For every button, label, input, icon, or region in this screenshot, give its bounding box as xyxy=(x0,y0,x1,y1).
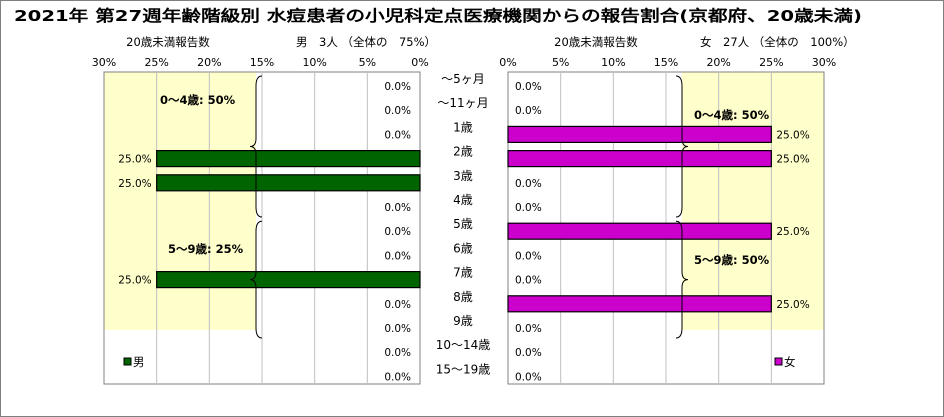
female-annotation-1: 5～9歳: 50% xyxy=(694,253,770,267)
female-value-label-4: 0.0% xyxy=(515,178,542,190)
age-group-labels: ～5ヶ月 ～11ヶ月 1歳 2歳 3歳 4歳 5歳 6歳 7歳 8歳 9歳 10～14歳 15～19歳 xyxy=(436,72,491,376)
male-value-label-9: 0.0% xyxy=(384,299,411,311)
female-tick-label: 5% xyxy=(552,56,569,69)
female-header: 女 27人 （全体の 100%） xyxy=(700,35,855,49)
female-panel: 0% 5% 10% 15% 20% 25% 30% 0.0% 0.0% 25.0% 25.0% 0.0… xyxy=(499,56,836,385)
age-label-4: 3歳 xyxy=(453,169,473,183)
male-brace-0 xyxy=(249,75,263,218)
female-value-label-10: 0.0% xyxy=(515,323,542,335)
female-legend-swatch xyxy=(774,357,783,366)
female-bar-6 xyxy=(507,222,772,240)
male-tick-label: 5% xyxy=(359,56,376,69)
female-annotation-0: 0～4歳: 50% xyxy=(694,108,770,122)
age-label-7: 6歳 xyxy=(453,241,473,255)
age-label-12: 15～19歳 xyxy=(436,362,491,376)
age-label-6: 5歳 xyxy=(453,217,473,231)
female-value-label-12: 0.0% xyxy=(515,371,542,383)
male-legend-label: 男 xyxy=(133,355,145,369)
male-value-label-11: 0.0% xyxy=(384,347,411,359)
male-panel: 30% 25% 20% 15% 10% 5% 0%0.0%0.0%0.0%25.0%25.0… xyxy=(92,56,429,385)
male-value-label-5: 0.0% xyxy=(384,202,411,214)
male-value-label-2: 0.0% xyxy=(384,129,411,141)
male-bar-4 xyxy=(156,174,421,192)
female-value-label-7: 0.0% xyxy=(515,250,542,262)
female-value-label-1: 0.0% xyxy=(515,105,542,117)
chart-title: 2021年 第27週年齢階級別 水痘患者の小児科定点医療機関からの報告割合(京都… xyxy=(14,6,862,25)
age-label-11: 10～14歳 xyxy=(436,338,491,352)
age-label-1: ～11ヶ月 xyxy=(437,96,488,110)
male-value-label-6: 0.0% xyxy=(384,226,411,238)
male-annotation-1: 5～9歳: 25% xyxy=(168,242,244,256)
male-annotation-0: 0～4歳: 50% xyxy=(160,93,236,107)
female-brace-0 xyxy=(675,75,689,218)
male-tick-label: 0% xyxy=(411,56,428,69)
female-value-label-8: 0.0% xyxy=(515,275,542,287)
age-label-8: 7歳 xyxy=(453,266,473,280)
age-label-9: 8歳 xyxy=(453,290,473,304)
male-axis-caption: 20歳未満報告数 xyxy=(126,35,210,49)
female-legend-label: 女 xyxy=(784,355,796,369)
male-highlight-band xyxy=(104,72,256,330)
male-brace-1 xyxy=(249,220,263,339)
female-highlight-band xyxy=(682,72,824,330)
age-label-3: 2歳 xyxy=(453,145,473,159)
male-tick-label: 15% xyxy=(250,56,274,69)
male-header: 男 3人 （全体の 75%） xyxy=(296,35,436,49)
male-value-label-1: 0.0% xyxy=(384,105,411,117)
female-value-label-6: 25.0% xyxy=(776,226,809,238)
female-tick-label: 10% xyxy=(601,56,625,69)
male-tick-label: 30% xyxy=(92,56,116,69)
female-value-label-5: 0.0% xyxy=(515,202,542,214)
male-value-label-12: 0.0% xyxy=(384,371,411,383)
male-value-label-10: 0.0% xyxy=(384,323,411,335)
female-tick-label: 0% xyxy=(499,56,516,69)
age-label-0: ～5ヶ月 xyxy=(441,72,485,86)
age-label-5: 4歳 xyxy=(453,193,473,207)
male-value-label-3: 25.0% xyxy=(118,154,151,166)
male-value-label-8: 25.0% xyxy=(118,275,151,287)
female-tick-label: 15% xyxy=(654,56,678,69)
male-bar-8 xyxy=(156,271,421,289)
female-value-label-9: 25.0% xyxy=(776,299,809,311)
female-bar-9 xyxy=(507,295,772,313)
female-value-label-0: 0.0% xyxy=(515,81,542,93)
female-value-label-3: 25.0% xyxy=(776,154,809,166)
female-tick-label: 20% xyxy=(706,56,730,69)
male-bar-3 xyxy=(156,150,421,168)
male-value-label-4: 25.0% xyxy=(118,178,151,190)
female-bar-3 xyxy=(507,150,772,168)
male-value-label-0: 0.0% xyxy=(384,81,411,93)
male-legend-swatch xyxy=(123,357,132,366)
female-brace-1 xyxy=(675,220,689,339)
female-bar-2 xyxy=(507,125,772,144)
female-axis-caption: 20歳未満報告数 xyxy=(554,35,638,49)
female-value-label-2: 25.0% xyxy=(776,129,809,141)
female-tick-label: 30% xyxy=(812,56,836,69)
female-value-label-11: 0.0% xyxy=(515,347,542,359)
age-label-10: 9歳 xyxy=(453,314,473,328)
female-tick-label: 25% xyxy=(759,56,783,69)
male-value-label-7: 0.0% xyxy=(384,250,411,262)
male-tick-label: 10% xyxy=(302,56,326,69)
male-tick-label: 20% xyxy=(197,56,221,69)
age-label-2: 1歳 xyxy=(453,120,473,134)
male-tick-label: 25% xyxy=(144,56,168,69)
